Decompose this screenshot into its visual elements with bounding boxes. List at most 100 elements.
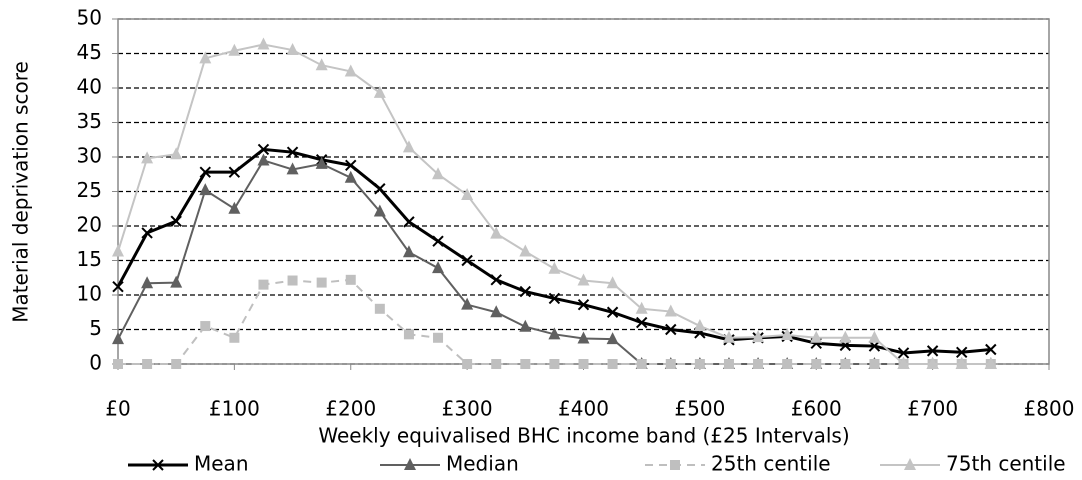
point-marker [548,327,561,340]
point-marker [897,357,910,369]
point-marker [373,85,386,98]
point-marker [345,159,357,171]
point-marker [199,51,212,64]
point-marker [665,359,676,369]
point-marker [956,346,968,358]
point-marker [519,319,532,332]
point-marker [462,359,473,369]
x-tick-label: £300 [442,397,493,421]
point-marker [199,183,212,196]
point-marker [112,332,124,345]
point-marker [723,359,734,369]
point-marker [926,345,939,357]
point-marker [374,183,386,195]
point-marker [606,306,619,318]
point-marker [753,359,764,369]
point-marker [258,279,269,290]
point-marker [781,328,794,341]
point-marker [955,357,968,369]
point-marker [984,357,997,369]
point-marker [286,43,299,56]
point-marker [403,216,415,228]
y-tick-label: 45 [77,40,102,64]
point-marker [548,292,561,305]
point-marker [112,281,124,293]
point-marker [840,359,851,369]
point-marker [490,305,503,318]
legend-marker [404,458,416,470]
point-marker [433,332,444,343]
x-tick-label: £700 [907,397,958,421]
x-tick-label: £100 [209,397,260,421]
point-marker [548,261,561,274]
point-marker [228,201,241,214]
y-tick-label: 35 [77,109,102,133]
point-marker [112,244,124,257]
point-marker [635,316,648,329]
point-marker [286,146,299,158]
point-marker [810,330,823,343]
point-marker [229,332,240,343]
point-marker [578,359,589,369]
point-marker [170,215,182,227]
point-marker [520,359,531,369]
point-marker [257,37,270,50]
point-marker [869,359,880,369]
legend-label: Median [446,452,519,476]
point-marker [344,170,357,183]
point-marker [897,347,910,359]
point-marker [199,166,211,178]
y-tick-label: 50 [77,6,102,30]
point-marker [402,140,415,153]
point-marker [461,297,474,310]
y-tick-label: 0 [89,351,102,375]
point-marker [461,187,474,200]
series-line [118,278,991,365]
point-marker [722,330,735,343]
series-line [117,43,991,365]
point-marker [432,167,445,180]
point-marker [228,166,241,178]
point-marker [606,276,619,289]
point-marker [287,275,298,286]
y-tick-label: 20 [77,213,102,237]
point-marker [344,64,357,77]
x-tick-label: £600 [791,397,842,421]
point-marker [374,303,385,314]
point-marker [549,359,560,369]
point-marker [228,43,241,56]
point-marker [577,298,590,311]
x-tick-label: £0 [105,397,130,421]
point-marker [606,332,619,345]
point-marker [693,319,706,332]
legend-label: 25th centile [711,452,831,476]
y-tick-label: 10 [77,282,102,306]
series-line [116,147,991,355]
point-marker [490,274,502,286]
x-axis-label: Weekly equivalised BHC income band (£25 … [318,424,849,448]
y-axis-label: Material deprivation score [9,61,33,323]
point-marker [403,329,414,340]
point-marker [635,301,648,314]
x-tick-label: £500 [674,397,725,421]
y-tick-label: 30 [77,144,102,168]
y-tick-label: 5 [89,316,102,340]
point-marker [200,321,211,332]
legend-marker [670,460,680,470]
point-marker [432,235,444,247]
legend-marker [152,459,164,471]
point-marker [664,304,677,317]
point-marker [171,359,182,369]
point-marker [868,330,881,343]
point-marker [286,162,299,175]
point-marker [752,330,765,343]
point-marker [782,359,793,369]
legend-label: Mean [194,452,249,476]
point-marker [665,323,677,336]
point-marker [636,359,647,369]
point-marker [113,359,123,369]
point-marker [490,226,503,239]
x-tick-label: £200 [325,397,376,421]
